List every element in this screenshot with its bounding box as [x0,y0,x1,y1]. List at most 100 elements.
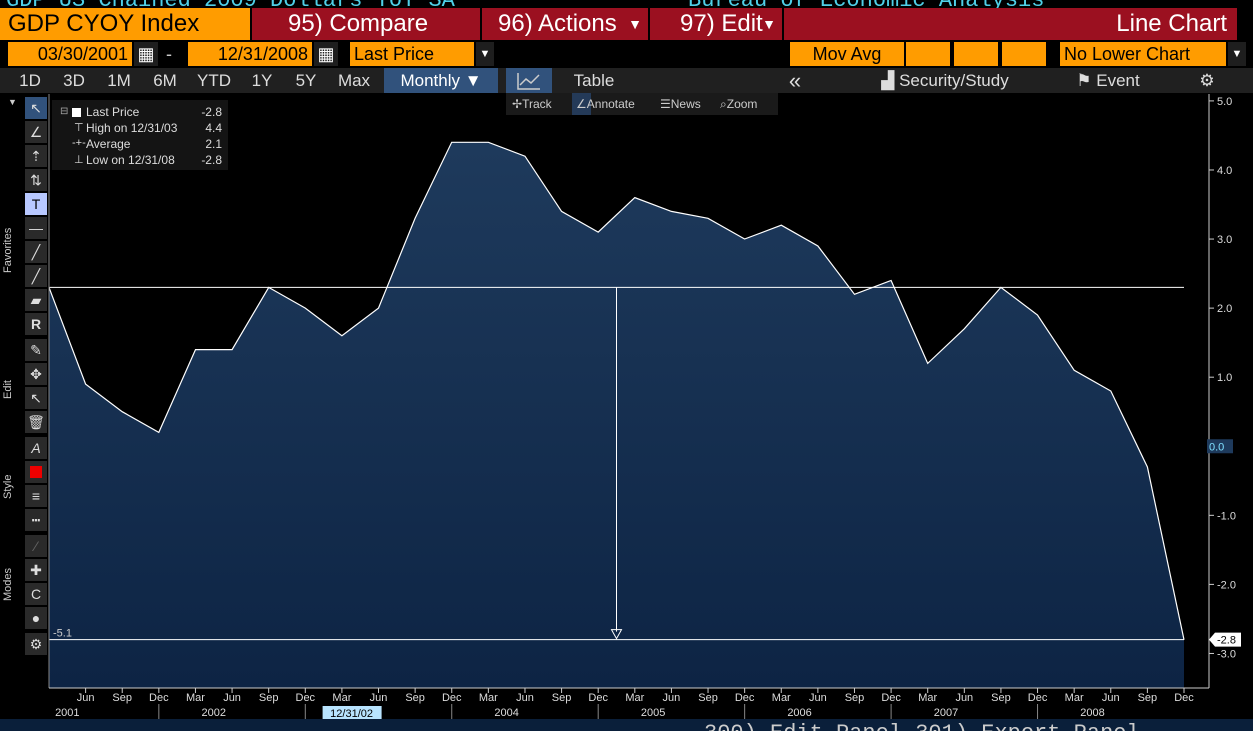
data-point[interactable] [84,382,88,386]
ray-tool-icon[interactable]: ╱ [25,265,47,287]
period-bar: 1D 3D 1M 6M YTD 1Y 5Y Max Monthly ▼ Tabl… [0,68,1253,93]
period-1d[interactable]: 1D [19,71,41,90]
line-tool-icon[interactable]: ╱ [25,241,47,263]
period-3d[interactable]: 3D [63,71,85,90]
pointer-tool-icon[interactable]: ↖ [25,97,47,119]
line-chart-icon[interactable] [506,68,552,93]
measure-tool-icon[interactable]: ⇅ [25,169,47,191]
percent-tool-icon[interactable]: ⇡ [25,145,47,167]
data-point[interactable] [120,410,124,414]
data-point[interactable] [853,292,857,296]
channel-tool-icon[interactable]: ▰ [25,289,47,311]
price-field-select[interactable]: Last Price [350,42,474,66]
select-icon[interactable]: ↖ [25,387,47,409]
data-point[interactable] [962,327,966,331]
annotation-arrow-head [610,629,623,640]
palette-icon[interactable]: ● [25,607,47,629]
hline-tool-icon[interactable]: — [25,217,47,239]
pencil-icon[interactable]: ✎ [25,339,47,361]
x-year-label: 2005 [641,707,665,719]
data-point[interactable] [1036,313,1040,317]
x-year-label: 2004 [494,707,518,719]
data-point[interactable] [633,196,637,200]
toolbar-collapse-icon[interactable]: ▼ [8,97,17,107]
mov-avg-period-3[interactable] [1002,42,1046,66]
x-year-label: 2002 [202,707,226,719]
data-point[interactable] [340,334,344,338]
event-button[interactable]: ⚑ Event [1062,68,1154,93]
data-point[interactable] [889,279,893,283]
compare-button[interactable]: 95) Compare [252,8,480,40]
mov-avg-field[interactable]: Mov Avg [790,42,904,66]
data-point[interactable] [779,223,783,227]
data-point[interactable] [926,361,930,365]
chart-type-button[interactable]: Line Chart [784,8,1237,40]
crosshair-icon[interactable]: ✚ [25,559,47,581]
annotate-tool[interactable]: ∠ Annotate [572,93,635,115]
data-point[interactable] [303,306,307,310]
data-point[interactable] [377,306,381,310]
data-point[interactable] [669,209,673,213]
color-icon[interactable] [25,461,47,483]
data-point[interactable] [450,140,454,144]
data-point[interactable] [157,430,161,434]
data-point[interactable] [1072,368,1076,372]
end-date-input[interactable]: 12/31/2008 [188,42,312,66]
chevron-down-icon: ▼ [762,16,776,32]
period-6m[interactable]: 6M [153,71,177,90]
period-1y[interactable]: 1Y [251,71,273,90]
trash-icon[interactable]: 🗑 [25,411,47,433]
line-chart[interactable]: -5.1 5.0 4.0 3.0 2.0 1.0 -1.0 -2.0 -3.0 0.0 -2.8 J… [0,93,1253,719]
data-point[interactable] [560,209,564,213]
lower-chart-select[interactable]: No Lower Chart [1060,42,1226,66]
period-5y[interactable]: 5Y [295,71,317,90]
move-icon[interactable]: ✥ [25,363,47,385]
track-tool[interactable]: ✢ Track [512,93,552,115]
data-point[interactable] [230,348,234,352]
actions-button[interactable]: 96) Actions ▼ [482,8,648,40]
news-tool[interactable]: ☰ News [660,93,701,115]
period-max[interactable]: Max [337,71,371,90]
edit-button[interactable]: 97) Edit ▼ [650,8,782,40]
table-button[interactable]: Table [573,71,615,90]
data-point[interactable] [706,216,710,220]
data-point[interactable] [413,216,417,220]
period-1m[interactable]: 1M [107,71,131,90]
bottom-panel-links[interactable]: 300) Edit Panel 301) Export Panel [704,721,1140,731]
gear-icon[interactable]: ⚙ [1199,71,1215,90]
data-point[interactable] [523,154,527,158]
line-weight-icon[interactable]: ≡ [25,485,47,507]
calendar-icon[interactable]: ▦ [134,42,158,66]
data-point[interactable] [816,244,820,248]
x-tick-label: Mar [1065,692,1084,704]
security-study-button[interactable]: ▟ Security/Study [850,68,1040,93]
zoom-tool[interactable]: ⌕ Zoom [720,93,757,115]
x-tick-label: Dec [1028,692,1048,704]
chevron-down-icon[interactable]: ▼ [476,42,494,66]
data-point[interactable] [596,230,600,234]
ticker-field[interactable]: GDP CYOY Index [0,8,250,40]
frequency-select[interactable]: Monthly ▼ [384,68,498,93]
line-style-icon[interactable]: ┅ [25,509,47,531]
chevron-down-icon[interactable]: ▼ [1228,42,1246,66]
data-point[interactable] [194,348,198,352]
collapse-button[interactable]: « [788,68,802,93]
data-point[interactable] [486,140,490,144]
text-tool-icon[interactable]: T [25,193,47,215]
mov-avg-period-2[interactable] [954,42,998,66]
data-point[interactable] [1109,389,1113,393]
mov-avg-period-1[interactable] [906,42,950,66]
trendline-tool-icon[interactable]: ∠ [25,121,47,143]
y-tick-label: -3.0 [1217,648,1236,660]
start-date-input[interactable]: 03/30/2001 [8,42,132,66]
magnet-icon[interactable]: C [25,583,47,605]
period-ytd[interactable]: YTD [197,71,231,90]
data-point[interactable] [743,237,747,241]
y-tick-label: 2.0 [1217,303,1232,315]
font-icon[interactable]: A [25,437,47,459]
settings-gear-icon[interactable]: ⚙ [25,633,47,655]
eraser-icon[interactable]: ⁄ [25,535,47,557]
calendar-icon[interactable]: ▦ [314,42,338,66]
data-point[interactable] [1145,465,1149,469]
retracement-tool-icon[interactable]: R [25,313,47,335]
